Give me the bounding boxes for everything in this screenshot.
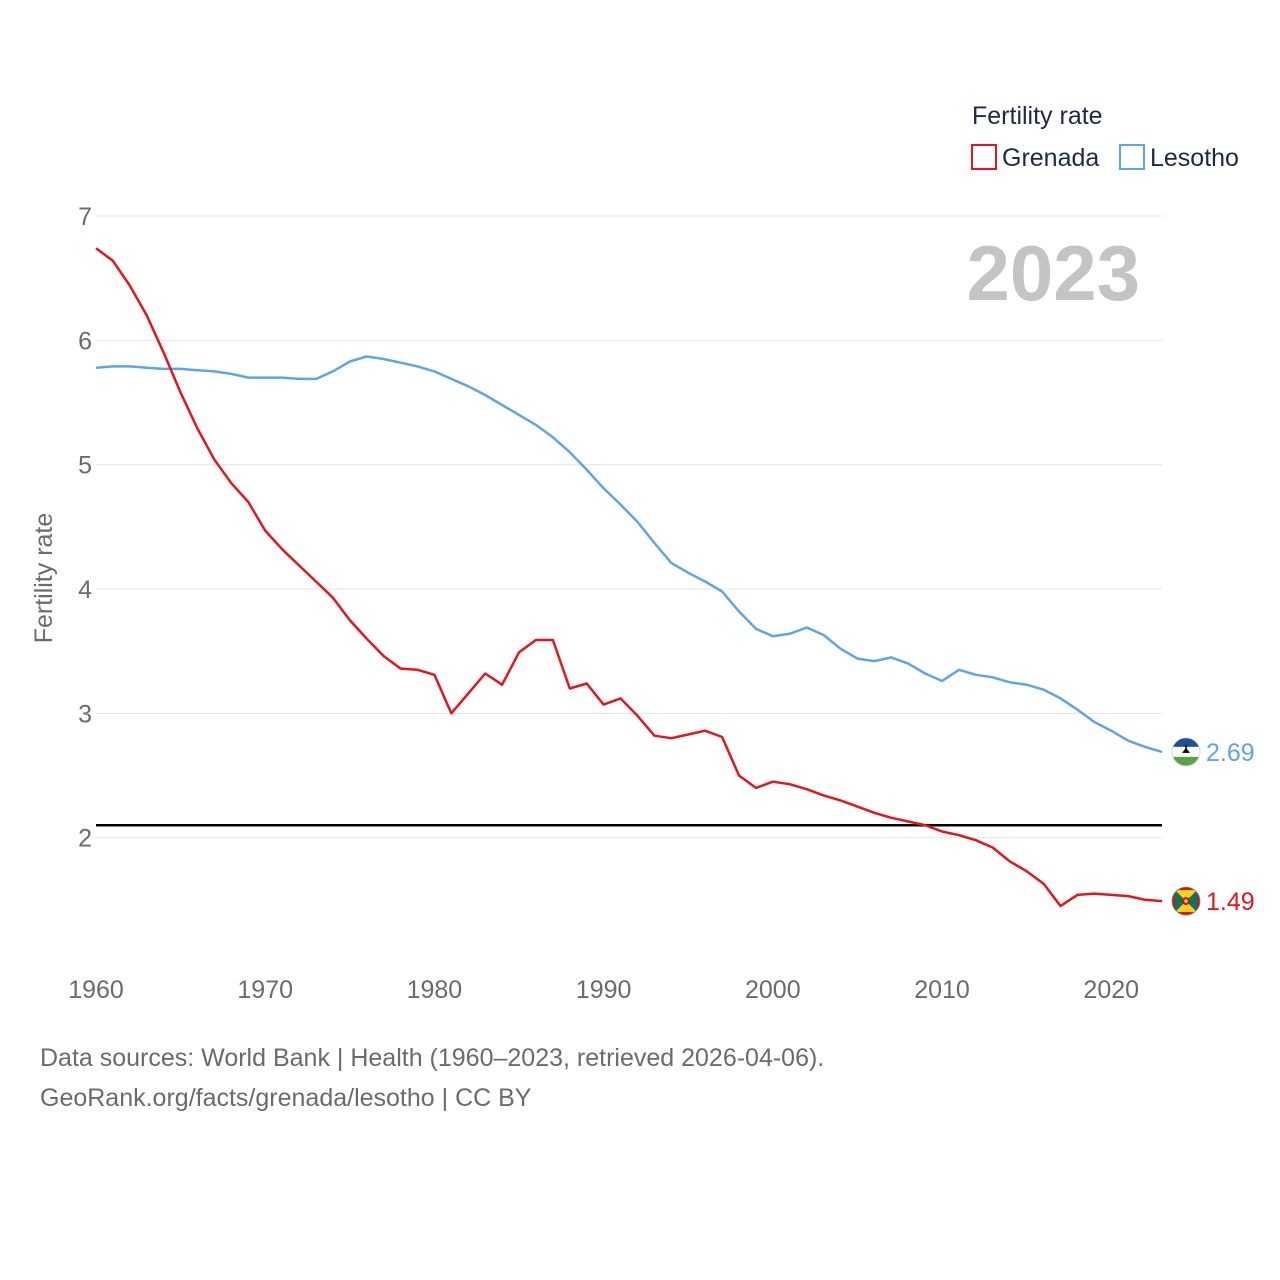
x-tick-label: 1980: [407, 976, 463, 1004]
legend-label-grenada[interactable]: Grenada: [1002, 144, 1099, 172]
gridlines: [96, 215, 1162, 839]
lesotho-flag-icon: [1171, 737, 1201, 767]
series-line-lesotho: [95, 355, 1163, 754]
x-tick-label: 2000: [745, 976, 801, 1004]
x-tick-label: 1960: [68, 976, 124, 1004]
legend-title: Fertility rate: [972, 102, 1103, 130]
y-tick-label: 3: [78, 700, 92, 728]
source-link[interactable]: GeoRank.org/facts/grenada/lesotho | CC B…: [40, 1084, 532, 1112]
legend-swatch-grenada[interactable]: [971, 144, 997, 170]
x-tick-label: 1990: [576, 976, 632, 1004]
series-line-grenada: [95, 247, 1163, 908]
legend-swatch-lesotho[interactable]: [1119, 144, 1145, 170]
y-axis-label: Fertility rate: [30, 513, 58, 644]
source-line: Data sources: World Bank | Health (1960–…: [40, 1044, 825, 1072]
y-tick-label: 2: [78, 825, 92, 853]
x-tick-label: 2010: [914, 976, 970, 1004]
y-tick-label: 7: [78, 203, 92, 231]
y-axis-ticks: 2 3 4 5 6 7: [78, 203, 92, 853]
x-axis-ticks: 1960 1970 1980 1990 2000 2010 2020: [68, 976, 1139, 1004]
grenada-flag-icon: [1171, 886, 1201, 916]
x-tick-label: 1970: [237, 976, 293, 1004]
y-tick-label: 6: [78, 327, 92, 355]
y-tick-label: 5: [78, 452, 92, 480]
legend: Fertility rate Grenada Lesotho: [971, 102, 1239, 172]
x-tick-label: 2020: [1083, 976, 1139, 1004]
legend-label-lesotho[interactable]: Lesotho: [1150, 144, 1239, 172]
y-tick-label: 4: [78, 576, 92, 604]
year-label: 2023: [966, 229, 1140, 317]
end-label-lesotho: 2.69: [1206, 739, 1255, 767]
end-label-grenada: 1.49: [1206, 888, 1255, 916]
